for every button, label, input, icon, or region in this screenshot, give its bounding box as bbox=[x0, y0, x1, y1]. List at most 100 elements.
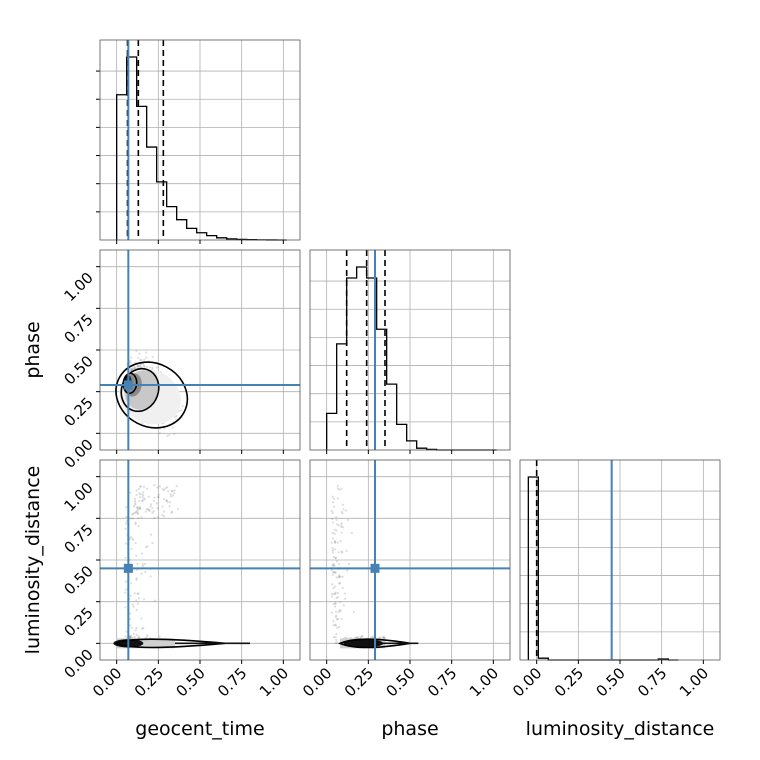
sample-point bbox=[124, 606, 127, 609]
sample-point bbox=[340, 551, 344, 554]
sample-point bbox=[342, 604, 345, 607]
sample-point bbox=[140, 627, 144, 630]
sample-point bbox=[343, 592, 346, 595]
sample-point bbox=[333, 532, 336, 536]
sample-point bbox=[137, 635, 140, 638]
sample-point bbox=[129, 517, 132, 520]
sample-point bbox=[341, 503, 344, 506]
sample-point bbox=[143, 485, 146, 488]
sample-point bbox=[145, 508, 149, 511]
y-tick-label: 0.75 bbox=[60, 520, 96, 556]
sample-point bbox=[171, 494, 175, 497]
sample-point bbox=[337, 610, 340, 614]
sample-point bbox=[371, 635, 374, 638]
sample-point bbox=[336, 617, 340, 621]
sample-point bbox=[139, 493, 142, 496]
sample-point bbox=[173, 433, 176, 436]
sample-point bbox=[125, 515, 128, 519]
sample-point bbox=[359, 636, 362, 639]
sample-point bbox=[141, 499, 144, 502]
sample-point bbox=[331, 549, 334, 552]
sample-point bbox=[155, 502, 158, 505]
panel-phase-vs-luminosity_distance bbox=[309, 459, 511, 661]
sample-point bbox=[338, 625, 341, 629]
sample-point bbox=[336, 541, 339, 544]
sample-point bbox=[137, 365, 140, 368]
sample-point bbox=[166, 501, 169, 504]
sample-point bbox=[141, 564, 144, 568]
sample-point bbox=[330, 510, 333, 513]
sample-point bbox=[129, 624, 132, 627]
contour-line bbox=[115, 361, 189, 429]
x-tick-label: 0.50 bbox=[172, 664, 208, 700]
sample-point bbox=[331, 531, 335, 534]
sample-point bbox=[130, 356, 133, 359]
sample-point bbox=[149, 533, 153, 536]
sample-point bbox=[165, 486, 169, 489]
sample-point bbox=[137, 597, 141, 600]
sample-point bbox=[337, 562, 341, 565]
sample-point bbox=[137, 524, 140, 528]
sample-point bbox=[170, 510, 174, 513]
y-tick-label: 1.00 bbox=[60, 269, 96, 305]
sample-point bbox=[142, 491, 145, 494]
sample-point bbox=[135, 510, 138, 513]
sample-point bbox=[137, 356, 140, 360]
sample-point bbox=[135, 506, 139, 509]
sample-point bbox=[136, 511, 139, 515]
x-axis-label-geocent-time: geocent_time bbox=[135, 718, 264, 740]
sample-point bbox=[157, 515, 160, 519]
sample-point bbox=[128, 636, 132, 639]
sample-point bbox=[331, 521, 335, 524]
sample-point bbox=[347, 562, 351, 566]
sample-point bbox=[335, 638, 338, 642]
sample-point bbox=[149, 575, 152, 578]
sample-point bbox=[142, 627, 145, 630]
truth-marker bbox=[123, 380, 133, 390]
sample-point bbox=[155, 366, 158, 369]
y-tick-label: 0.00 bbox=[60, 645, 96, 681]
sample-point bbox=[334, 623, 337, 626]
sample-point bbox=[169, 493, 172, 496]
y-tick-label: 0.50 bbox=[60, 352, 96, 388]
sample-point bbox=[336, 560, 339, 563]
sample-point bbox=[333, 539, 336, 543]
sample-point bbox=[158, 635, 161, 638]
sample-point bbox=[139, 359, 142, 362]
sample-point bbox=[129, 369, 132, 372]
sample-point bbox=[175, 485, 178, 488]
sample-point bbox=[361, 635, 364, 638]
sample-point bbox=[352, 610, 356, 614]
sample-point bbox=[333, 585, 336, 588]
sample-point bbox=[333, 605, 337, 608]
sample-point bbox=[147, 495, 150, 498]
sample-point bbox=[360, 635, 363, 638]
sample-point bbox=[124, 635, 127, 638]
sample-point bbox=[332, 505, 336, 508]
sample-point bbox=[140, 485, 143, 488]
sample-point bbox=[143, 498, 146, 501]
x-tick-label: 0.25 bbox=[551, 664, 587, 700]
sample-point bbox=[134, 367, 137, 370]
sample-point bbox=[340, 522, 343, 525]
sample-point bbox=[129, 612, 132, 615]
sample-point bbox=[330, 541, 333, 544]
sample-point bbox=[146, 365, 149, 369]
x-tick-label: 0.50 bbox=[382, 664, 418, 700]
sample-point bbox=[337, 575, 340, 579]
sample-point bbox=[168, 501, 172, 504]
x-tick-label: 1.00 bbox=[676, 664, 712, 700]
x-tick-label: 0.75 bbox=[214, 664, 250, 700]
sample-point bbox=[136, 602, 140, 605]
sample-point bbox=[152, 499, 155, 502]
sample-point bbox=[335, 518, 338, 522]
sample-point bbox=[131, 538, 135, 541]
sample-point bbox=[334, 556, 337, 560]
sample-point bbox=[143, 562, 147, 565]
sample-point bbox=[339, 600, 342, 604]
sample-point bbox=[135, 489, 138, 492]
sample-point bbox=[134, 522, 137, 526]
sample-point bbox=[136, 507, 139, 510]
sample-point bbox=[339, 540, 342, 543]
sample-point bbox=[339, 609, 342, 613]
